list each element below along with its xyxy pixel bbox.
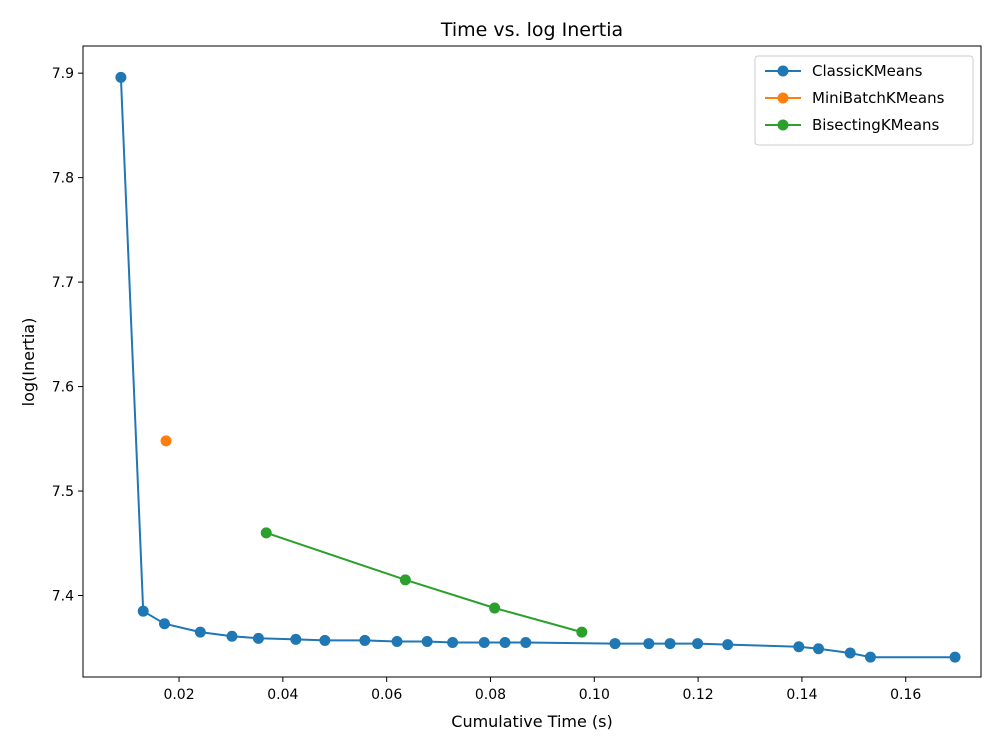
data-point-classickmeans: [194, 626, 206, 638]
data-point-bisectingkmeans: [489, 602, 501, 614]
data-point-classickmeans: [478, 637, 490, 649]
data-point-classickmeans: [447, 637, 459, 649]
legend-swatch-marker: [777, 65, 789, 77]
data-point-classickmeans: [520, 637, 532, 649]
legend-swatch-marker: [777, 119, 789, 131]
data-point-classickmeans: [643, 638, 655, 650]
x-tick-label: 0.16: [890, 687, 921, 703]
x-axis: 0.02 0.04 0.06 0.08 0.10 0.12 0.14 0.16: [163, 677, 921, 703]
data-point-classickmeans: [664, 638, 676, 650]
legend: ClassicKMeans MiniBatchKMeans BisectingKMe…: [754, 55, 974, 146]
x-tick-label: 0.02: [163, 687, 194, 703]
legend-item-classickmeans: ClassicKMeans: [765, 62, 923, 80]
y-tick-label: 7.7: [52, 275, 74, 291]
legend-label: ClassicKMeans: [812, 62, 923, 80]
y-tick-label: 7.9: [52, 66, 74, 82]
x-tick-label: 0.04: [267, 687, 298, 703]
data-point-classickmeans: [421, 635, 433, 647]
data-point-classickmeans: [722, 639, 734, 651]
data-point-classickmeans: [359, 634, 371, 646]
x-tick-label: 0.06: [371, 687, 402, 703]
legend-box: [754, 55, 974, 146]
data-point-classickmeans: [137, 605, 149, 617]
axes-frame: [82, 45, 982, 678]
data-point-classickmeans: [499, 637, 511, 649]
data-point-classickmeans: [252, 632, 264, 644]
x-axis-label: Cumulative Time (s): [451, 712, 612, 731]
data-point-bisectingkmeans: [576, 626, 588, 638]
series-line-bisectingkmeans: [265, 531, 583, 634]
y-tick-label: 7.5: [52, 484, 74, 500]
data-point-classickmeans: [115, 71, 127, 83]
data-point-classickmeans: [692, 638, 704, 650]
series-bisectingkmeans: [260, 527, 588, 638]
x-tick-label: 0.08: [475, 687, 506, 703]
data-point-minibatchkmeans: [160, 435, 172, 447]
legend-item-minibatchkmeans: MiniBatchKMeans: [765, 89, 945, 107]
data-point-classickmeans: [864, 651, 876, 663]
legend-item-bisectingkmeans: BisectingKMeans: [765, 116, 940, 134]
legend-label: BisectingKMeans: [812, 116, 940, 134]
data-point-classickmeans: [813, 643, 825, 655]
data-point-bisectingkmeans: [260, 527, 272, 539]
plot-area: [82, 45, 982, 678]
data-point-classickmeans: [844, 647, 856, 659]
data-point-classickmeans: [949, 651, 961, 663]
x-tick-label: 0.14: [786, 687, 817, 703]
legend-swatch-marker: [777, 92, 789, 104]
series-minibatchkmeans: [160, 435, 172, 447]
data-point-classickmeans: [290, 633, 302, 645]
data-point-classickmeans: [319, 634, 331, 646]
x-tick-label: 0.10: [579, 687, 610, 703]
data-point-classickmeans: [158, 618, 170, 630]
chart-title: Time vs. log Inertia: [440, 19, 623, 41]
series-classickmeans: [115, 71, 961, 663]
series-layer: [115, 71, 961, 663]
y-tick-label: 7.8: [52, 171, 74, 187]
data-point-bisectingkmeans: [399, 574, 411, 586]
y-axis-label: log(Inertia): [19, 318, 38, 407]
data-point-classickmeans: [609, 638, 621, 650]
data-point-classickmeans: [391, 635, 403, 647]
x-tick-label: 0.12: [683, 687, 714, 703]
legend-label: MiniBatchKMeans: [812, 89, 945, 107]
data-point-classickmeans: [226, 630, 238, 642]
y-tick-label: 7.4: [52, 589, 74, 605]
y-axis: 7.4 7.5 7.6 7.7 7.8 7.9: [52, 66, 83, 605]
data-point-classickmeans: [793, 641, 805, 653]
y-tick-label: 7.6: [52, 380, 74, 396]
